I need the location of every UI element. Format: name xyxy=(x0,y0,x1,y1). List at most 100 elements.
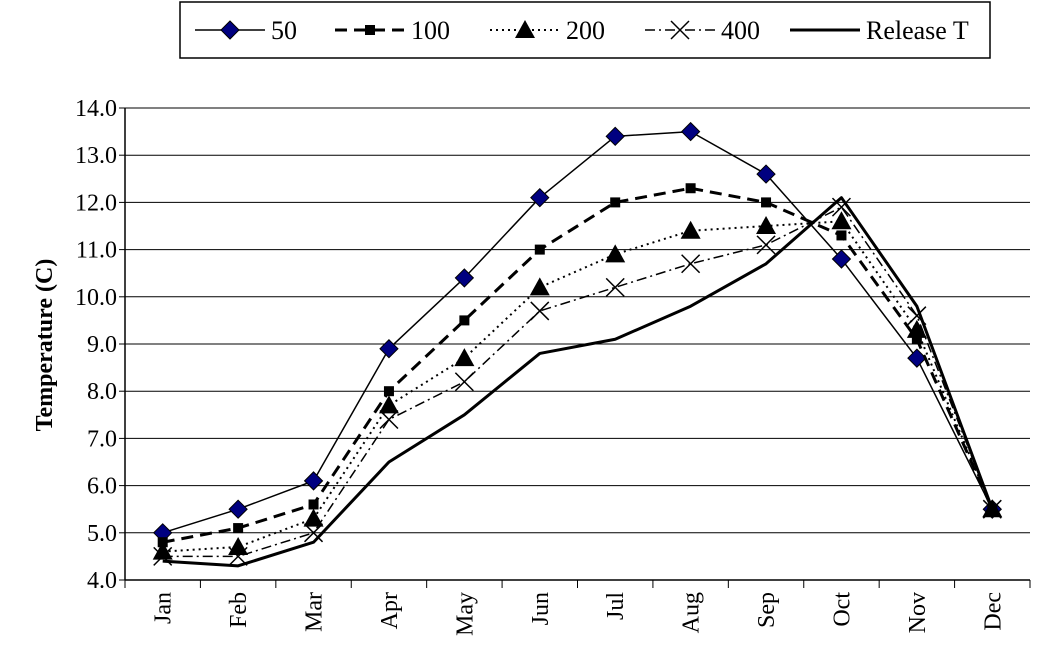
x-tick-label: Oct xyxy=(829,592,855,627)
data-point xyxy=(304,523,324,543)
x-tick-label: Apr xyxy=(377,592,403,629)
data-point xyxy=(379,409,399,430)
data-point xyxy=(836,230,847,241)
legend-label: Release T xyxy=(866,16,969,45)
x-tick-label: Mar xyxy=(302,592,328,632)
x-tick-label: Jan xyxy=(151,592,177,624)
y-tick-label: 11.0 xyxy=(76,238,117,264)
y-tick-label: 6.0 xyxy=(87,474,117,500)
marker-x-stroke xyxy=(756,235,776,255)
legend-item: 100 xyxy=(335,16,450,45)
marker-x-stroke xyxy=(228,546,248,566)
data-point xyxy=(906,319,927,338)
series-release-t xyxy=(162,196,994,568)
marker-x-stroke xyxy=(530,301,550,321)
y-tick-label: 13.0 xyxy=(75,143,117,169)
data-point xyxy=(680,220,701,239)
data-point xyxy=(303,471,324,491)
data-point xyxy=(454,348,475,367)
data-point xyxy=(831,249,852,269)
data-point xyxy=(454,372,474,392)
series-line xyxy=(162,206,993,558)
legend-label: 100 xyxy=(411,16,450,45)
data-point xyxy=(681,254,701,274)
data-point xyxy=(454,268,475,288)
x-tick-label: Jul xyxy=(603,592,629,620)
y-tick-label: 10.0 xyxy=(75,285,117,311)
series-line xyxy=(162,220,994,553)
axes: 4.0 5.0 6.0 7.0 8.0 9.0 10.0 11.0 12.0 13.0 14.0 Ja… xyxy=(75,96,1031,636)
series-line xyxy=(162,130,993,534)
data-point xyxy=(530,187,550,208)
series-line xyxy=(162,196,994,568)
y-tick-label: 9.0 xyxy=(87,332,117,358)
legend-label: 400 xyxy=(721,16,760,45)
y-tick-label: 5.0 xyxy=(87,521,117,547)
marker-x-stroke xyxy=(831,197,851,217)
data-point xyxy=(907,348,927,368)
series-lines xyxy=(152,121,1003,568)
series-400 xyxy=(153,197,1002,566)
y-tick-label: 7.0 xyxy=(87,426,117,452)
legend-marker xyxy=(220,20,240,40)
data-point xyxy=(303,508,324,527)
y-tick-label: 4.0 xyxy=(87,568,117,594)
data-point xyxy=(308,499,319,510)
data-point xyxy=(756,216,777,234)
data-point xyxy=(534,244,545,255)
y-tick-label: 12.0 xyxy=(75,190,117,216)
data-point xyxy=(680,121,701,142)
series-50 xyxy=(153,121,1002,543)
x-tick-label: Aug xyxy=(679,592,705,633)
legend-item: 400 xyxy=(645,16,760,45)
data-point xyxy=(379,339,399,359)
data-point xyxy=(459,315,470,326)
data-point xyxy=(610,197,621,208)
data-point xyxy=(152,541,173,560)
data-point xyxy=(831,211,852,230)
series-200 xyxy=(152,211,1003,560)
data-point xyxy=(911,334,922,345)
x-tick-label: Feb xyxy=(226,592,252,628)
legend-marker xyxy=(515,20,535,38)
marker-x-stroke xyxy=(153,546,173,566)
legend-marker xyxy=(365,25,375,35)
data-point xyxy=(605,277,625,297)
data-point xyxy=(233,523,244,534)
x-tick-label: May xyxy=(452,592,478,636)
y-tick-label: 14.0 xyxy=(75,96,117,122)
data-point xyxy=(228,499,248,519)
data-point xyxy=(530,301,550,321)
data-point xyxy=(383,386,394,397)
marker-x-stroke xyxy=(379,409,399,430)
legend-item: Release T xyxy=(790,16,969,45)
legend-item: 200 xyxy=(490,16,605,45)
x-tick-label: Sep xyxy=(754,592,780,628)
data-point xyxy=(228,536,249,555)
legend-label: 200 xyxy=(566,16,605,45)
data-point xyxy=(761,197,772,208)
marker-x-stroke xyxy=(681,254,701,274)
legend-marker xyxy=(670,20,690,40)
legend-item: 50 xyxy=(195,16,297,45)
legend: 50 100 200 400 Release T xyxy=(195,16,969,45)
gridlines xyxy=(125,107,1030,581)
data-point xyxy=(605,126,625,147)
data-point xyxy=(756,235,776,255)
y-tick-label: 8.0 xyxy=(87,379,117,405)
data-point xyxy=(529,277,550,296)
marker-x-stroke xyxy=(907,306,927,326)
marker-x-stroke xyxy=(454,372,474,392)
data-point xyxy=(605,244,626,263)
x-tick-label: Dec xyxy=(980,592,1006,631)
x-tick-label: Jun xyxy=(528,592,554,625)
legend-label: 50 xyxy=(271,16,297,45)
series-line xyxy=(162,186,994,544)
marker-x-stroke xyxy=(605,277,625,297)
data-point xyxy=(756,164,776,184)
marker-x-stroke xyxy=(670,20,690,40)
y-axis-title: Temperature (C) xyxy=(32,259,58,432)
x-tick-label: Nov xyxy=(905,592,931,633)
data-point xyxy=(685,183,696,194)
